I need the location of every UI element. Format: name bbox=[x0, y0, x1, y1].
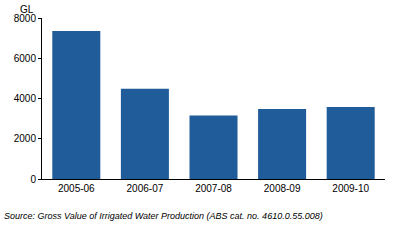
svg-text:GL: GL bbox=[20, 4, 34, 15]
svg-text:2005-06: 2005-06 bbox=[58, 183, 95, 194]
svg-text:8000: 8000 bbox=[14, 13, 37, 24]
svg-text:2009-10: 2009-10 bbox=[332, 183, 369, 194]
svg-text:Source: Gross Value of Irrigat: Source: Gross Value of Irrigated Water P… bbox=[4, 211, 323, 221]
svg-text:0: 0 bbox=[30, 174, 36, 185]
svg-text:2007-08: 2007-08 bbox=[195, 183, 232, 194]
svg-text:4000: 4000 bbox=[14, 93, 37, 104]
svg-text:2006-07: 2006-07 bbox=[127, 183, 164, 194]
svg-text:2000: 2000 bbox=[14, 133, 37, 144]
svg-text:2008-09: 2008-09 bbox=[264, 183, 301, 194]
svg-text:6000: 6000 bbox=[14, 53, 37, 64]
